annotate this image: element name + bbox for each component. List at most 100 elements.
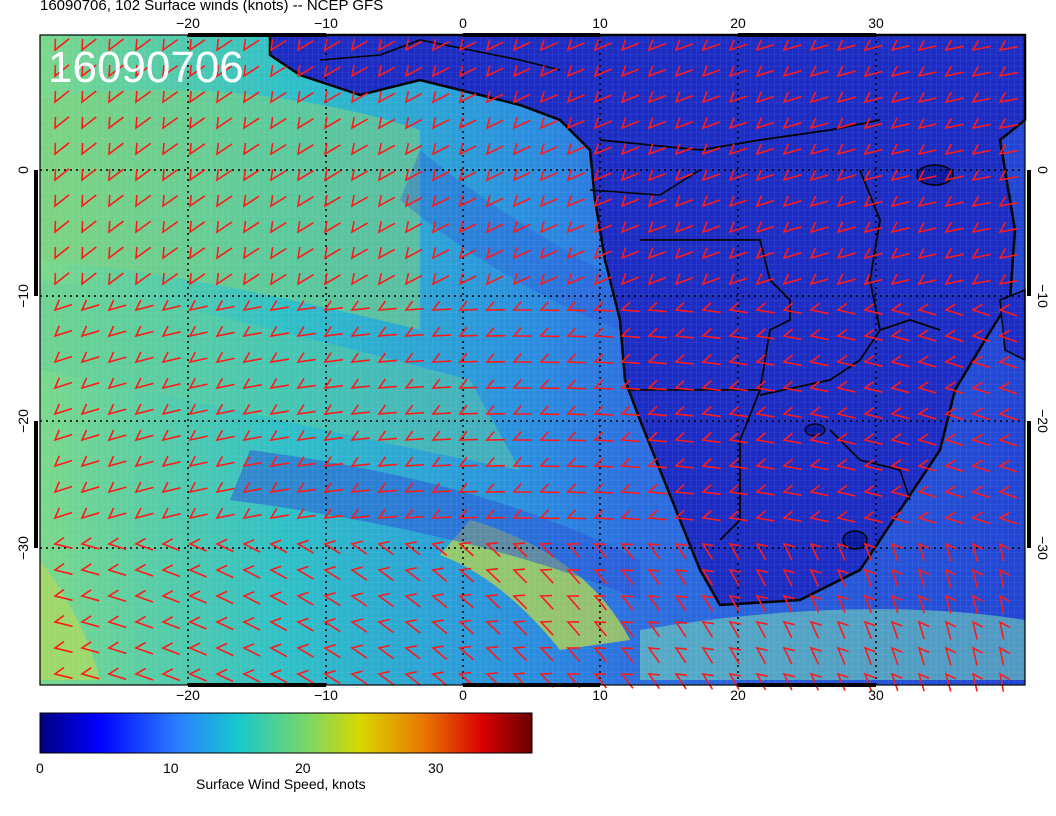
wind-barb <box>54 142 70 156</box>
wind-barb <box>296 591 314 606</box>
wind-barb <box>242 482 262 494</box>
wind-barb <box>323 404 344 416</box>
wind-barb <box>566 509 587 520</box>
wind-barb <box>863 195 883 208</box>
wind-barb <box>485 508 506 519</box>
wind-barb <box>242 168 260 182</box>
wind-barb <box>80 641 100 654</box>
wind-barb <box>755 458 775 470</box>
wind-barb <box>53 299 73 312</box>
wind-barb <box>566 65 585 78</box>
wind-barb <box>350 220 368 234</box>
wind-barb <box>863 380 883 394</box>
wind-barb <box>189 64 206 78</box>
wind-barb <box>647 195 667 208</box>
lon-tick-top: −20 <box>176 15 200 31</box>
wind-barb <box>566 621 581 637</box>
wind-barb <box>971 620 984 640</box>
wind-barb <box>971 433 991 447</box>
wind-barb <box>782 91 802 104</box>
wind-barb <box>998 646 1011 666</box>
wind-barb <box>458 169 477 182</box>
map-frame <box>34 33 1031 687</box>
wind-barb <box>944 169 964 182</box>
wind-barb <box>620 327 640 339</box>
wind-barb <box>674 327 694 339</box>
wind-barb <box>377 670 395 686</box>
colorbar-tick: 30 <box>428 760 444 776</box>
wind-barb <box>189 220 206 234</box>
wind-barb <box>485 195 504 208</box>
wind-barb <box>755 406 775 418</box>
wind-barb <box>917 143 937 156</box>
wind-barb <box>54 246 70 260</box>
wind-barb <box>809 568 822 587</box>
wind-barb <box>890 39 910 52</box>
wind-barb <box>188 455 208 468</box>
wind-barb <box>296 482 316 494</box>
wind-barb <box>566 247 585 260</box>
wind-barb <box>890 195 910 208</box>
wind-barb <box>80 403 100 416</box>
wind-barb <box>296 539 314 554</box>
wind-barb <box>674 91 694 104</box>
wind-barb <box>323 456 344 468</box>
wind-barb <box>701 169 721 182</box>
wind-barb <box>189 38 206 52</box>
wind-barb <box>161 351 181 364</box>
wind-barb <box>755 302 775 314</box>
wind-barb <box>701 39 721 52</box>
wind-barb <box>998 248 1018 260</box>
wind-barb <box>674 569 688 586</box>
wind-barb <box>809 510 829 523</box>
wind-barb <box>404 404 425 415</box>
lon-ticks-bottom: −20 −10 0 10 20 30 <box>176 687 884 703</box>
wind-barb <box>674 353 694 365</box>
wind-barb <box>998 594 1011 614</box>
wind-barb <box>782 65 802 78</box>
wind-barb <box>863 247 883 260</box>
wind-barb <box>539 301 560 312</box>
wind-barb <box>890 381 910 394</box>
wind-barb <box>620 569 634 585</box>
wind-barb <box>512 353 532 363</box>
wind-barb <box>836 458 856 471</box>
wind-barb <box>890 355 910 368</box>
wind-barb <box>81 168 97 182</box>
wind-barb <box>162 168 179 182</box>
wind-barb <box>296 168 314 182</box>
wind-barb <box>242 272 260 286</box>
wind-barb <box>701 143 721 156</box>
wind-barb <box>782 458 802 471</box>
wind-barb <box>944 117 964 130</box>
wind-barb <box>404 482 425 493</box>
wind-barb <box>809 39 829 52</box>
wind-barb <box>80 429 100 442</box>
wind-barb <box>836 221 856 234</box>
wind-barb <box>971 117 991 130</box>
wind-barb <box>836 302 856 315</box>
wind-barb <box>269 220 287 234</box>
wind-barb <box>890 273 910 286</box>
wind-barbs <box>53 38 1018 692</box>
wind-barb <box>404 273 423 286</box>
wind-barb <box>350 194 368 208</box>
wind-barb <box>108 220 124 234</box>
wind-barb <box>188 481 208 494</box>
wind-barb <box>404 352 425 363</box>
wind-barb <box>620 509 640 521</box>
wind-barb <box>323 326 344 338</box>
wind-barb <box>647 647 661 664</box>
wind-barb <box>53 377 73 390</box>
wind-barb <box>107 403 127 416</box>
wind-barb <box>593 273 612 286</box>
wind-barb <box>107 429 127 442</box>
wind-barb <box>593 91 612 104</box>
wind-barb <box>81 142 97 156</box>
wind-barb <box>269 142 287 156</box>
wind-barb <box>377 195 396 208</box>
wind-barb <box>971 329 991 343</box>
wind-barb <box>998 672 1011 692</box>
wind-barb <box>674 431 694 443</box>
wind-barb <box>404 541 421 556</box>
